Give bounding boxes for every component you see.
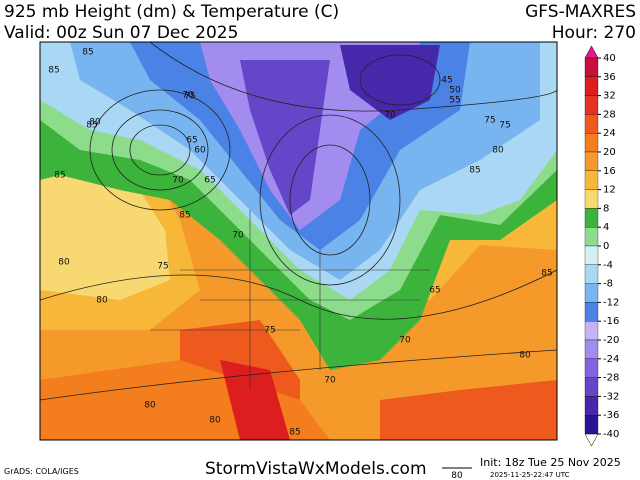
contour-label: 65 [429,286,440,296]
colorbar-segment [584,358,599,378]
colorbar-segment [584,245,599,265]
contour-label: 70 [232,231,244,241]
contour-label: 85 [541,269,552,279]
colorbar-label: 16 [603,166,616,177]
colorbar-label: 32 [603,91,616,102]
contour-label: 45 [441,76,452,86]
site: StormVistaWxModels.com [205,459,427,479]
contour-label: 75 [264,326,275,336]
contour-label: 80 [519,351,531,361]
colorbar: 4036322824201612840-4-8-12-16-20-24-28-3… [584,45,619,447]
colorbar-segment [584,57,599,77]
contour-label: 50 [449,86,461,96]
contour-label: 60 [194,146,206,156]
colorbar-label: 0 [603,241,609,252]
colorbar-segment [584,227,599,247]
colorbar-label: -12 [603,297,619,308]
contour-label: 75 [499,121,510,131]
init-time: Init: 18z Tue 25 Nov 2025 [480,456,621,469]
colorbar-segment [584,76,599,96]
contour-label: 75 [484,116,495,126]
colorbar-label: -24 [603,354,619,365]
colorbar-label: 36 [603,72,616,83]
colorbar-label: -36 [603,410,619,421]
contour-label: 85 [54,171,65,181]
contour-label: 55 [449,96,460,106]
contour-label: 85 [86,121,97,131]
colorbar-label: -40 [603,429,619,440]
contour-label: 70 [172,176,184,186]
colorbar-segment [584,170,599,190]
colorbar-label: -8 [603,279,613,290]
colorbar-segment [584,302,599,322]
contour-label: 80 [89,118,101,128]
contour-label: 80 [144,401,156,411]
colorbar-label: 20 [603,147,616,158]
colorbar-label: 4 [603,222,609,233]
colorbar-segment [584,415,599,435]
colorbar-label: 28 [603,109,616,120]
contour-label: 85 [82,48,93,58]
contour-label: 70 [399,336,411,346]
colorbar-label: 24 [603,128,616,139]
colorbar-top-arrow [584,45,599,59]
contour-label: 85 [289,428,300,438]
colorbar-label: 8 [603,203,609,214]
colorbar-segment [584,283,599,303]
colorbar-segment [584,114,599,134]
timestamp: 2025-11-25-22:47 UTC [490,471,570,479]
colorbar-label: 12 [603,185,616,196]
colorbar-label: -20 [603,335,619,346]
contour-label: 75 [184,92,195,102]
legend-value: 80 [451,471,463,480]
colorbar-segment [584,151,599,171]
contour-label: 70 [182,91,194,101]
colorbar-segment [584,377,599,397]
contour-label: 70 [384,111,396,121]
colorbar-segment [584,396,599,416]
map: 8585808075706560657085857080757065708085… [39,41,558,441]
colorbar-label: -32 [603,391,619,402]
forecast-hour: Hour: 270 [552,23,636,43]
title: 925 mb Height (dm) & Temperature (C) [4,2,339,22]
model-name: GFS-MAXRES [525,2,636,22]
colorbar-segment [584,321,599,341]
contour-label: 85 [469,166,480,176]
contour-label: 80 [492,146,504,156]
colorbar-label: -16 [603,316,619,327]
contour-label: 85 [179,211,190,221]
contour-label: 65 [204,176,215,186]
contour-label: 70 [324,376,336,386]
colorbar-segment [584,264,599,284]
contour-label: 85 [48,66,59,76]
contour-label: 80 [96,296,108,306]
colorbar-bottom-arrow [584,433,599,447]
colorbar-label: -4 [603,260,613,271]
contour-label: 80 [209,416,221,426]
credit: GrADS: COLA/IGES [4,467,79,476]
colorbar-segment [584,95,599,115]
colorbar-segment [584,208,599,228]
contour-label: 65 [186,136,197,146]
contour-label: 75 [157,262,168,272]
colorbar-segment [584,339,599,359]
valid-time: Valid: 00z Sun 07 Dec 2025 [4,23,238,43]
colorbar-segment [584,133,599,153]
colorbar-segment [584,189,599,209]
contour-label: 80 [58,258,70,268]
colorbar-label: -28 [603,373,619,384]
colorbar-label: 40 [603,53,616,64]
